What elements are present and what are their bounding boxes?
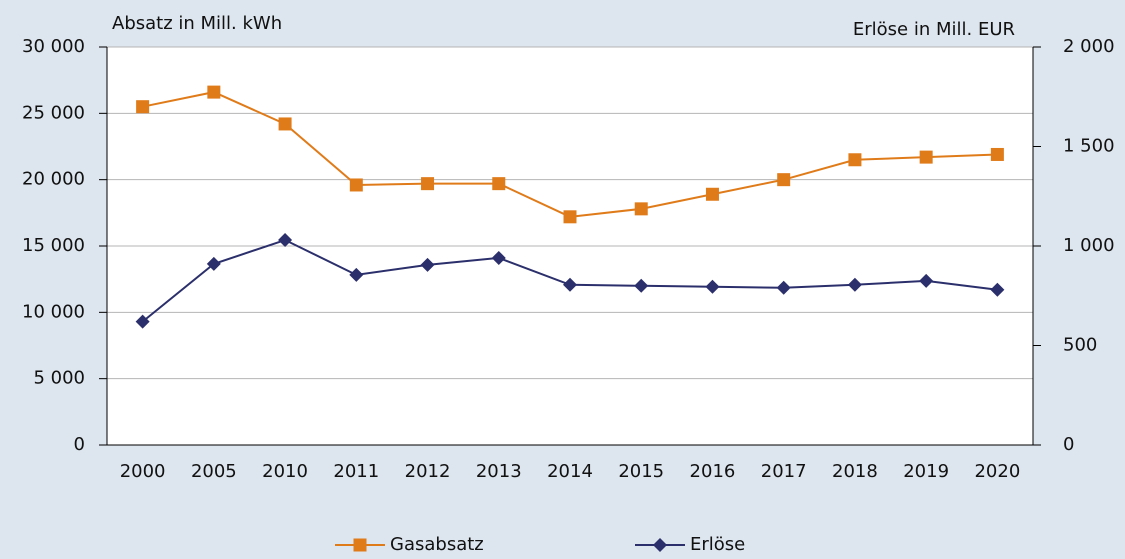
y2-tick-label: 500 [1063,335,1097,356]
x-tick-label: 2017 [761,461,807,482]
y-axis-title: Absatz in Mill. kWh [112,13,282,34]
marker [990,282,1005,297]
y2-tick-label: 2 000 [1063,36,1115,57]
y2-tick-label: 1 500 [1063,136,1115,157]
y2-tick-label: 0 [1063,434,1074,455]
marker [491,250,506,265]
marker [278,233,293,248]
marker [206,256,221,271]
y-tick-label: 20 000 [22,169,85,190]
legend-marker [653,538,667,552]
marker [634,202,648,216]
marker [136,100,150,114]
marker [420,257,435,272]
marker [705,187,719,201]
x-tick-label: 2018 [832,461,878,482]
marker [563,210,577,224]
marker [919,273,934,288]
marker [776,280,791,295]
x-tick-label: 2000 [120,461,166,482]
x-tick-label: 2020 [974,461,1020,482]
x-tick-label: 2005 [191,461,237,482]
marker [492,177,506,191]
y-tick-label: 15 000 [22,235,85,256]
marker [847,277,862,292]
marker [848,153,862,167]
x-tick-label: 2015 [618,461,664,482]
marker [990,147,1004,161]
marker [135,314,150,329]
x-tick-label: 2016 [690,461,736,482]
marker [349,267,364,282]
y-tick-label: 30 000 [22,36,85,57]
y-tick-label: 0 [74,434,85,455]
y-tick-label: 5 000 [33,368,85,389]
x-tick-label: 2010 [262,461,308,482]
marker [421,177,435,191]
legend-marker [353,538,367,552]
y2-tick-label: 1 000 [1063,235,1115,256]
x-tick-label: 2012 [405,461,451,482]
y-tick-label: 25 000 [22,102,85,123]
marker [919,150,933,164]
x-tick-label: 2014 [547,461,593,482]
legend-label: Erlöse [690,534,745,555]
marker [777,173,791,187]
marker [278,117,292,131]
marker [349,178,363,192]
y2-axis-title: Erlöse in Mill. EUR [853,19,1015,40]
x-tick-label: 2019 [903,461,949,482]
marker [563,277,577,292]
marker [634,278,649,293]
x-tick-label: 2013 [476,461,522,482]
marker [207,85,221,99]
legend-label: Gasabsatz [390,534,484,555]
marker [705,279,720,294]
x-tick-label: 2011 [333,461,379,482]
y-tick-label: 10 000 [22,301,85,322]
